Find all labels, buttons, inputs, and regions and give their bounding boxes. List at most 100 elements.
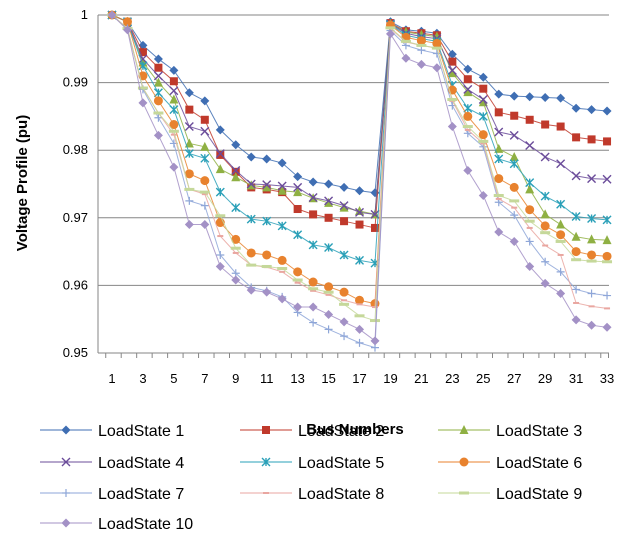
legend-marker: [459, 491, 469, 495]
data-point: [215, 214, 226, 218]
data-point: [200, 153, 210, 163]
legend-label: LoadState 7: [98, 486, 184, 503]
data-point: [215, 164, 225, 174]
data-point: [308, 240, 318, 250]
data-point: [153, 88, 163, 98]
x-tick-label: 23: [445, 371, 459, 386]
data-point: [262, 216, 272, 226]
data-point: [184, 149, 194, 159]
legend-marker: [459, 425, 469, 434]
data-point: [339, 201, 349, 211]
data-point: [447, 65, 457, 75]
legend-marker: [61, 518, 71, 528]
legend-marker: [263, 492, 269, 494]
data-point: [479, 84, 488, 93]
data-point: [571, 231, 581, 241]
y-axis-label: Voltage Profile (pu): [14, 115, 31, 251]
data-point: [293, 205, 302, 214]
data-point: [587, 289, 596, 298]
data-point: [432, 63, 442, 73]
data-point: [355, 207, 365, 217]
data-point: [184, 220, 194, 230]
data-point: [169, 94, 179, 104]
data-point: [494, 108, 503, 117]
data-point: [542, 244, 549, 247]
data-point: [231, 167, 240, 176]
y-tick-label: 0.97: [63, 210, 88, 225]
data-point: [324, 213, 333, 222]
data-point: [602, 215, 612, 225]
data-point: [556, 289, 566, 299]
y-tick-label: 0.96: [63, 277, 88, 292]
data-point: [153, 130, 163, 140]
legend-item: LoadState 10: [40, 516, 193, 533]
data-point: [510, 111, 519, 120]
data-point: [355, 186, 365, 196]
data-point: [308, 302, 318, 312]
x-axis-label: Bus Numbers: [306, 421, 404, 438]
data-point: [185, 105, 194, 114]
data-point: [153, 71, 163, 81]
data-point: [339, 250, 349, 260]
data-point: [324, 325, 333, 334]
data-point: [122, 17, 132, 27]
data-point: [200, 141, 210, 151]
data-point: [494, 89, 504, 99]
data-point: [478, 190, 488, 200]
x-tick-label: 29: [538, 371, 552, 386]
data-point: [587, 320, 597, 330]
legend-marker: [262, 426, 270, 434]
data-point: [417, 46, 426, 55]
legend-marker: [61, 457, 71, 467]
data-point: [293, 267, 303, 277]
legend-item: LoadState 8: [240, 486, 384, 503]
legend-label: LoadState 1: [98, 423, 184, 440]
data-point: [339, 287, 349, 297]
data-point: [540, 152, 550, 162]
series-5: [107, 10, 612, 268]
data-point: [308, 177, 318, 187]
y-axis-ticks: 0.95 0.96 0.97 0.98 0.99 1: [63, 7, 88, 360]
legend-label: LoadState 6: [496, 455, 582, 472]
x-tick-label: 11: [260, 371, 274, 386]
data-point: [400, 39, 411, 43]
data-point: [138, 54, 148, 64]
x-tick-label: 9: [232, 371, 239, 386]
data-point: [447, 98, 458, 101]
data-point: [588, 305, 595, 308]
data-point: [137, 86, 148, 90]
data-point: [556, 267, 565, 276]
data-point: [246, 214, 256, 224]
data-point: [309, 318, 318, 327]
data-point: [293, 182, 303, 192]
data-point: [154, 63, 163, 72]
data-point: [587, 174, 597, 184]
data-point: [277, 158, 287, 168]
data-point: [602, 260, 613, 264]
data-point: [494, 174, 504, 184]
data-point: [200, 201, 209, 210]
data-point: [184, 138, 194, 148]
data-point: [184, 88, 194, 98]
data-point: [324, 243, 334, 253]
data-point: [355, 220, 364, 229]
data-point: [494, 154, 504, 164]
data-point: [340, 332, 349, 341]
data-point: [246, 263, 257, 267]
x-axis-ticks: 1 3 5 7 9 11 13 15 17 19 21 23 25 27 29 31 33: [105, 353, 614, 386]
data-point: [246, 152, 256, 162]
data-point: [261, 264, 272, 268]
data-point: [169, 77, 178, 86]
data-point: [217, 235, 224, 238]
data-point: [294, 281, 301, 284]
data-point: [216, 150, 225, 159]
legend-label: LoadState 2: [298, 423, 384, 440]
data-point: [401, 53, 411, 63]
x-tick-label: 5: [170, 371, 177, 386]
data-point: [200, 115, 209, 124]
legend-label: LoadState 9: [496, 486, 582, 503]
data-point: [323, 290, 334, 294]
series-3: [107, 10, 612, 245]
data-point: [370, 223, 379, 232]
data-point: [277, 255, 287, 265]
